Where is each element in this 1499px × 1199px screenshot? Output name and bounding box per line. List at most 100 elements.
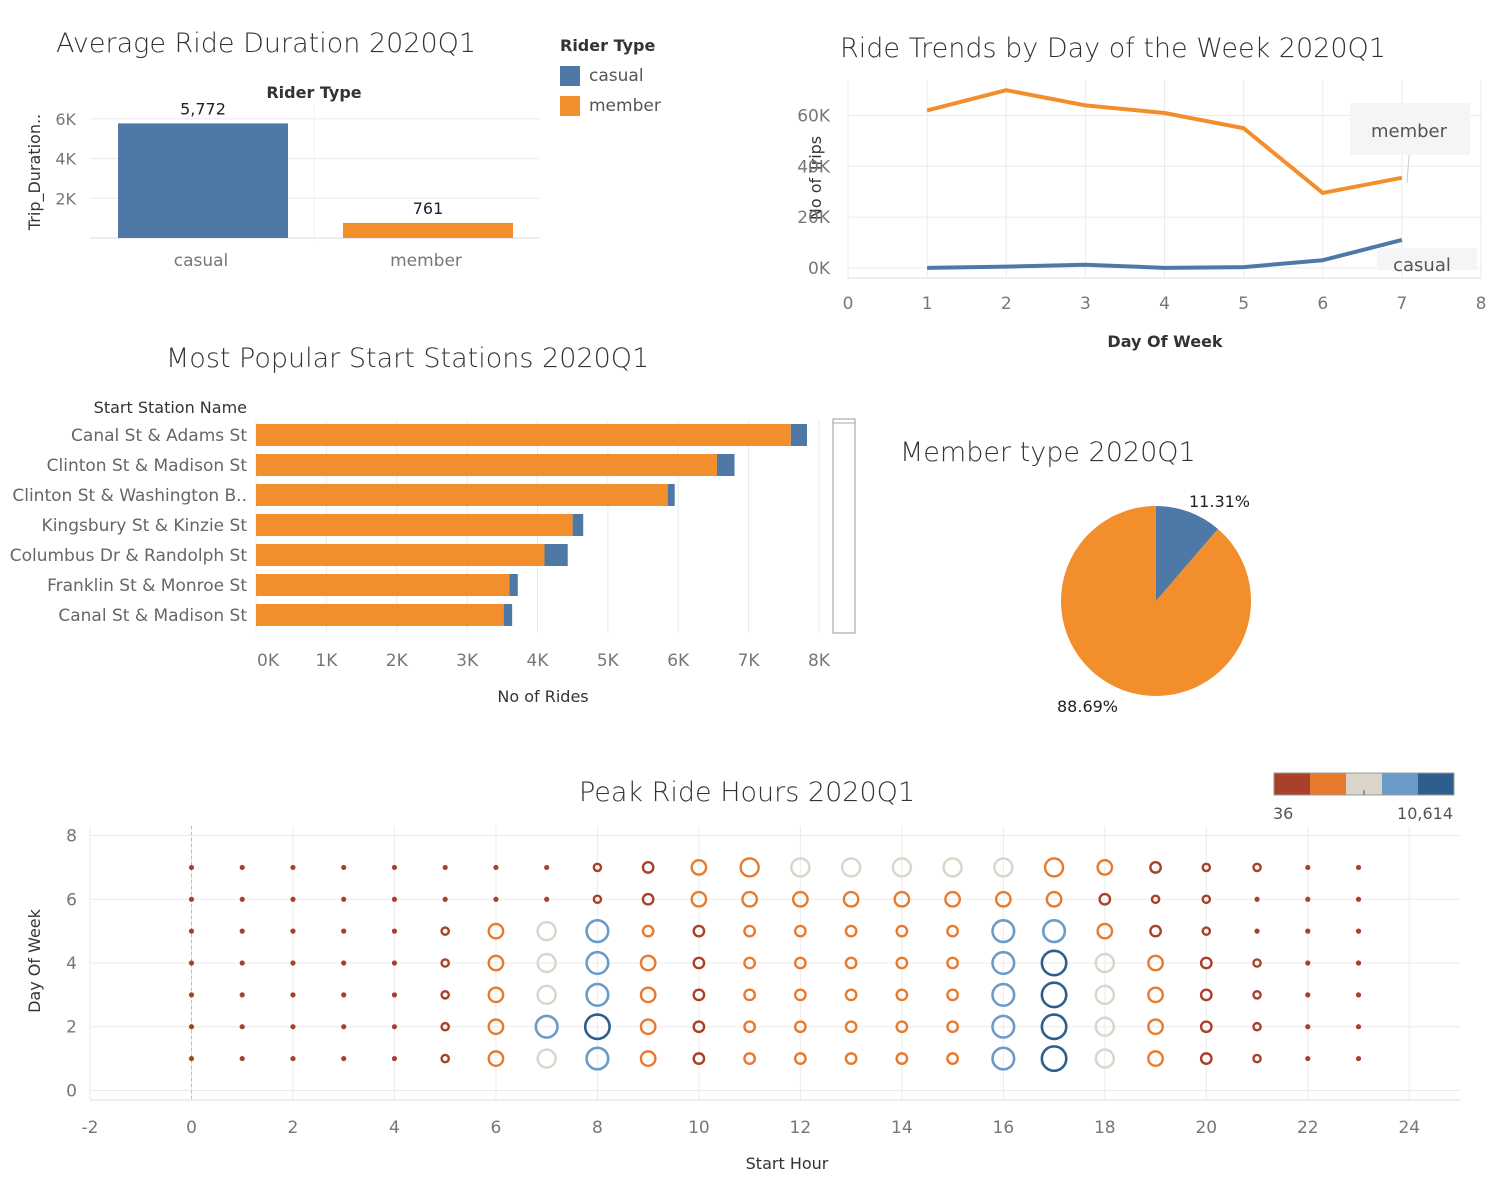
hour-day-point[interactable] bbox=[1043, 857, 1065, 878]
hour-day-point[interactable] bbox=[639, 1018, 657, 1036]
hour-day-point[interactable] bbox=[946, 956, 959, 970]
hour-day-point[interactable] bbox=[844, 956, 858, 970]
hour-day-point[interactable] bbox=[944, 890, 961, 908]
hour-day-point[interactable] bbox=[188, 896, 195, 902]
hour-day-point[interactable] bbox=[895, 924, 909, 938]
hour-day-point[interactable] bbox=[641, 892, 655, 906]
hour-day-point[interactable] bbox=[1254, 928, 1260, 934]
hour-day-point[interactable] bbox=[583, 1013, 611, 1041]
hour-day-point[interactable] bbox=[290, 960, 296, 966]
hour-day-point[interactable] bbox=[946, 1020, 959, 1034]
hour-day-point[interactable] bbox=[341, 992, 347, 998]
hour-day-point[interactable] bbox=[1355, 1055, 1362, 1062]
hour-day-point[interactable] bbox=[1147, 986, 1164, 1004]
hour-day-point[interactable] bbox=[895, 988, 909, 1002]
bar-segment-member[interactable] bbox=[256, 574, 510, 596]
hour-day-point[interactable] bbox=[1040, 949, 1068, 977]
hour-day-point[interactable] bbox=[585, 950, 610, 976]
hour-day-point[interactable] bbox=[1040, 1045, 1068, 1073]
hour-day-point[interactable] bbox=[692, 1052, 706, 1065]
line-casual[interactable] bbox=[927, 237, 1403, 270]
hour-day-point[interactable] bbox=[1355, 864, 1362, 871]
hour-day-point[interactable] bbox=[536, 1048, 557, 1069]
hour-day-point[interactable] bbox=[991, 1046, 1016, 1071]
hour-day-point[interactable] bbox=[290, 1024, 296, 1030]
hour-day-point[interactable] bbox=[440, 958, 450, 968]
hour-day-point[interactable] bbox=[442, 896, 448, 902]
hour-day-point[interactable] bbox=[188, 960, 195, 966]
hour-day-point[interactable] bbox=[790, 857, 811, 878]
hour-day-point[interactable] bbox=[341, 1024, 347, 1030]
hour-day-point[interactable] bbox=[442, 864, 448, 871]
hour-day-point[interactable] bbox=[585, 1046, 610, 1071]
hour-day-point[interactable] bbox=[1094, 984, 1116, 1006]
hour-day-point[interactable] bbox=[239, 1055, 245, 1062]
hour-day-point[interactable] bbox=[895, 1020, 909, 1034]
bar-member[interactable] bbox=[343, 222, 513, 238]
hour-day-point[interactable] bbox=[1147, 954, 1164, 972]
bar-segment-member[interactable] bbox=[256, 454, 717, 476]
hour-day-point[interactable] bbox=[791, 890, 809, 908]
hour-day-point[interactable] bbox=[391, 1055, 398, 1062]
hour-day-point[interactable] bbox=[639, 1050, 657, 1067]
hour-day-point[interactable] bbox=[188, 992, 195, 998]
hour-day-point[interactable] bbox=[487, 1018, 505, 1036]
bar-segment-casual[interactable] bbox=[509, 574, 518, 596]
bar-segment-casual[interactable] bbox=[572, 514, 584, 536]
hour-day-point[interactable] bbox=[1199, 1052, 1213, 1065]
hour-day-point[interactable] bbox=[536, 952, 557, 974]
bar-segment-casual[interactable] bbox=[716, 454, 735, 476]
hour-day-point[interactable] bbox=[391, 928, 398, 934]
scrollbar[interactable] bbox=[832, 418, 856, 634]
hour-day-point[interactable] bbox=[341, 896, 347, 902]
hour-day-point[interactable] bbox=[239, 928, 245, 934]
bar-segment-casual[interactable] bbox=[667, 484, 675, 506]
bar-segment-casual[interactable] bbox=[544, 544, 568, 566]
hour-day-point[interactable] bbox=[188, 1055, 195, 1062]
hour-day-point[interactable] bbox=[692, 1020, 706, 1034]
hour-day-point[interactable] bbox=[1147, 1018, 1164, 1036]
hour-day-point[interactable] bbox=[991, 982, 1016, 1007]
hour-day-point[interactable] bbox=[534, 1014, 559, 1039]
hour-day-point[interactable] bbox=[743, 924, 757, 938]
hour-day-point[interactable] bbox=[840, 857, 862, 878]
hour-day-point[interactable] bbox=[585, 982, 610, 1007]
hour-day-point[interactable] bbox=[440, 1053, 450, 1064]
bar-casual[interactable] bbox=[118, 123, 288, 238]
hour-day-point[interactable] bbox=[1150, 894, 1161, 905]
hour-day-point[interactable] bbox=[1355, 896, 1362, 902]
hour-day-point[interactable] bbox=[536, 920, 557, 942]
hour-day-point[interactable] bbox=[793, 1020, 807, 1034]
hour-day-point[interactable] bbox=[1305, 896, 1311, 902]
hour-day-point[interactable] bbox=[1149, 861, 1162, 874]
bar-segment-member[interactable] bbox=[256, 514, 573, 536]
hour-day-point[interactable] bbox=[1199, 1020, 1213, 1034]
hour-day-point[interactable] bbox=[1149, 924, 1162, 938]
hour-day-point[interactable] bbox=[895, 1052, 909, 1065]
hour-day-point[interactable] bbox=[290, 992, 296, 998]
hour-day-point[interactable] bbox=[1040, 1013, 1068, 1041]
hour-day-point[interactable] bbox=[1355, 960, 1362, 966]
hour-day-point[interactable] bbox=[743, 1020, 757, 1034]
hour-day-point[interactable] bbox=[1355, 928, 1362, 934]
hour-day-point[interactable] bbox=[391, 1024, 398, 1030]
hour-day-point[interactable] bbox=[743, 988, 757, 1002]
hour-day-point[interactable] bbox=[1094, 952, 1116, 974]
hour-day-point[interactable] bbox=[1305, 864, 1311, 871]
hour-day-point[interactable] bbox=[639, 954, 657, 972]
hour-day-point[interactable] bbox=[1201, 862, 1212, 873]
hour-day-point[interactable] bbox=[1305, 1055, 1311, 1062]
hour-day-point[interactable] bbox=[592, 862, 603, 873]
hour-day-point[interactable] bbox=[1096, 859, 1114, 876]
hour-day-point[interactable] bbox=[536, 984, 557, 1006]
legend-item-casual[interactable]: casual bbox=[560, 61, 680, 91]
hour-day-point[interactable] bbox=[741, 890, 759, 908]
hour-day-point[interactable] bbox=[793, 1052, 807, 1065]
hour-day-point[interactable] bbox=[1094, 1016, 1116, 1037]
hour-day-point[interactable] bbox=[1254, 896, 1260, 902]
hour-day-point[interactable] bbox=[487, 986, 505, 1004]
hour-day-point[interactable] bbox=[1252, 1053, 1262, 1064]
hour-day-point[interactable] bbox=[1041, 919, 1067, 944]
hour-day-point[interactable] bbox=[1199, 956, 1213, 970]
hour-day-point[interactable] bbox=[391, 896, 398, 902]
